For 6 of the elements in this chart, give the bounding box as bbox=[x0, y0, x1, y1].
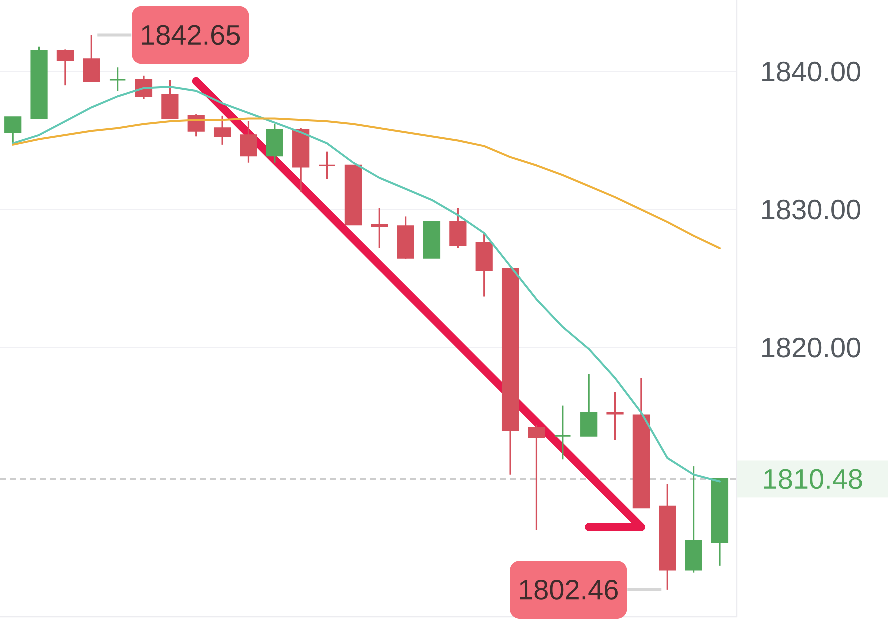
y-tick-label: 1840.00 bbox=[762, 62, 861, 82]
ref-line-label: 1810.48 bbox=[764, 469, 862, 490]
y-tick-label: 1830.00 bbox=[762, 200, 861, 220]
annotation: 1842.65 bbox=[142, 25, 240, 46]
y-tick-label: 1820.00 bbox=[762, 338, 861, 358]
annotation: 1802.46 bbox=[520, 580, 618, 600]
